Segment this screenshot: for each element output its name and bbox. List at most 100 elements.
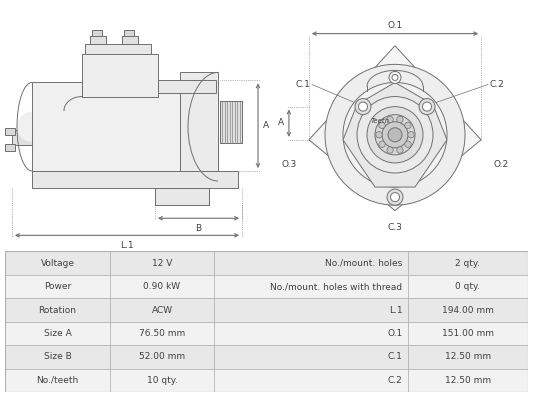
Circle shape bbox=[405, 122, 411, 129]
Circle shape bbox=[359, 102, 367, 111]
Bar bbox=[90, 36, 106, 44]
Circle shape bbox=[397, 116, 403, 123]
Bar bbox=[5, 298, 110, 322]
Bar bbox=[180, 72, 218, 181]
Bar bbox=[92, 30, 102, 36]
Circle shape bbox=[382, 122, 408, 148]
Text: 0 qty.: 0 qty. bbox=[455, 282, 480, 291]
Bar bbox=[110, 298, 214, 322]
Text: C.2: C.2 bbox=[490, 80, 505, 89]
Bar bbox=[214, 369, 408, 392]
Text: L.1: L.1 bbox=[120, 242, 134, 250]
Wedge shape bbox=[17, 112, 32, 142]
Bar bbox=[110, 345, 214, 369]
Text: C.3: C.3 bbox=[387, 223, 402, 232]
Text: 194.00 mm: 194.00 mm bbox=[442, 306, 494, 314]
Circle shape bbox=[355, 99, 371, 115]
Circle shape bbox=[392, 74, 398, 80]
Circle shape bbox=[408, 131, 414, 138]
Polygon shape bbox=[343, 82, 447, 187]
Bar bbox=[214, 251, 408, 275]
Text: A: A bbox=[278, 118, 284, 127]
Circle shape bbox=[397, 147, 403, 153]
Polygon shape bbox=[309, 46, 481, 211]
Text: 52.00 mm: 52.00 mm bbox=[139, 352, 185, 362]
Text: O.1: O.1 bbox=[387, 329, 402, 338]
Bar bbox=[214, 275, 408, 298]
Bar bbox=[408, 275, 528, 298]
Bar bbox=[408, 322, 528, 345]
Bar bbox=[5, 275, 110, 298]
Text: Size A: Size A bbox=[44, 329, 71, 338]
Circle shape bbox=[343, 82, 447, 187]
Circle shape bbox=[391, 192, 400, 202]
Bar bbox=[214, 345, 408, 369]
Bar bbox=[110, 322, 214, 345]
Text: ACW: ACW bbox=[151, 306, 173, 314]
Text: O.1: O.1 bbox=[387, 21, 402, 30]
Circle shape bbox=[387, 189, 403, 205]
Bar bbox=[110, 275, 214, 298]
Text: B: B bbox=[195, 224, 201, 233]
Circle shape bbox=[367, 107, 423, 163]
Circle shape bbox=[387, 147, 393, 153]
Text: No./mount. holes with thread: No./mount. holes with thread bbox=[270, 282, 402, 291]
Text: Teeth: Teeth bbox=[370, 118, 390, 124]
Bar bbox=[408, 345, 528, 369]
Text: C.1: C.1 bbox=[295, 80, 310, 89]
Bar bbox=[5, 144, 15, 151]
Bar bbox=[5, 345, 110, 369]
Text: 2 qty.: 2 qty. bbox=[455, 259, 480, 268]
Bar bbox=[32, 171, 238, 188]
Circle shape bbox=[379, 122, 385, 129]
Bar bbox=[408, 369, 528, 392]
Bar bbox=[82, 54, 158, 97]
Bar bbox=[5, 322, 110, 345]
Text: L.1: L.1 bbox=[389, 306, 402, 314]
Circle shape bbox=[405, 141, 411, 147]
Bar bbox=[5, 128, 15, 135]
Bar bbox=[214, 298, 408, 322]
Text: 10 qty.: 10 qty. bbox=[147, 376, 177, 385]
Bar bbox=[12, 130, 32, 145]
Bar bbox=[110, 251, 214, 275]
Text: C.2: C.2 bbox=[387, 376, 402, 385]
Text: C.1: C.1 bbox=[387, 352, 402, 362]
Circle shape bbox=[325, 65, 465, 205]
Text: 151.00 mm: 151.00 mm bbox=[442, 329, 494, 338]
Circle shape bbox=[375, 115, 415, 155]
Circle shape bbox=[423, 102, 432, 111]
Text: A: A bbox=[263, 121, 269, 130]
Circle shape bbox=[388, 128, 402, 142]
Text: No./mount. holes: No./mount. holes bbox=[325, 259, 402, 268]
Text: No./teeth: No./teeth bbox=[36, 376, 79, 385]
Circle shape bbox=[387, 116, 393, 123]
Bar bbox=[408, 298, 528, 322]
Bar bbox=[110, 369, 214, 392]
Text: 12.50 mm: 12.50 mm bbox=[445, 376, 491, 385]
Text: Size B: Size B bbox=[44, 352, 71, 362]
Bar bbox=[408, 251, 528, 275]
Wedge shape bbox=[188, 97, 218, 157]
Bar bbox=[155, 188, 209, 205]
Bar bbox=[214, 322, 408, 345]
Bar bbox=[32, 82, 180, 171]
Text: O.2: O.2 bbox=[493, 160, 508, 169]
Text: 12 V: 12 V bbox=[152, 259, 172, 268]
Text: 76.50 mm: 76.50 mm bbox=[139, 329, 185, 338]
Bar bbox=[220, 101, 242, 143]
Text: O.3: O.3 bbox=[282, 160, 297, 169]
Bar bbox=[124, 30, 134, 36]
Text: 0.90 kW: 0.90 kW bbox=[143, 282, 181, 291]
Circle shape bbox=[379, 141, 385, 147]
Circle shape bbox=[376, 131, 382, 138]
Bar bbox=[122, 36, 138, 44]
Text: 12.50 mm: 12.50 mm bbox=[445, 352, 491, 362]
Circle shape bbox=[357, 97, 433, 173]
Circle shape bbox=[389, 71, 401, 84]
Bar bbox=[85, 44, 151, 54]
Text: Power: Power bbox=[44, 282, 71, 291]
Text: Rotation: Rotation bbox=[38, 306, 77, 314]
Bar bbox=[158, 80, 216, 93]
Bar bbox=[5, 369, 110, 392]
